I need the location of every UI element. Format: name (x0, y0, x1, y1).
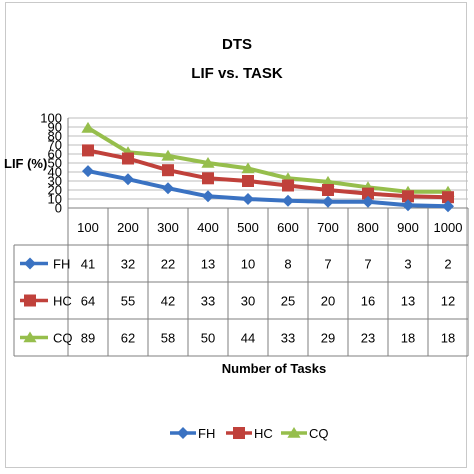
data-point-hc (322, 184, 334, 196)
data-point-fh (122, 173, 134, 186)
series-line-cq (86, 125, 450, 194)
y-axis-label: LIF (%) (4, 156, 47, 171)
table-cell-value: 30 (241, 294, 255, 309)
data-point-cq (161, 149, 175, 161)
table-cell-value: 22 (161, 257, 175, 272)
data-point-hc (162, 164, 174, 177)
x-axis-label: Number of Tasks (222, 361, 327, 376)
series-line-hc (86, 148, 450, 200)
y-tick-label: 40 (48, 165, 62, 180)
y-tick-label: 90 (48, 120, 62, 135)
table-cell-value: 20 (321, 294, 335, 309)
x-tick-label: 700 (317, 220, 339, 235)
table-cell-value: 7 (324, 257, 331, 272)
table-cell-value: 33 (201, 294, 215, 309)
data-point-cq (81, 121, 95, 133)
data-point-hc (202, 172, 214, 185)
table-cell-value: 23 (361, 331, 375, 346)
data-point-hc (402, 190, 414, 203)
data-point-fh (402, 199, 414, 212)
table-cell-value: 2 (444, 257, 451, 272)
table-cell-value: 41 (81, 257, 95, 272)
data-point-cq (241, 162, 255, 174)
table-cell-value: 13 (201, 257, 215, 272)
table-cell-value: 50 (201, 331, 215, 346)
table-key-marker-fh (24, 257, 36, 270)
x-tick-label: 300 (157, 220, 179, 235)
table-cell-value: 18 (441, 331, 455, 346)
data-point-fh (242, 193, 254, 205)
data-point-hc (82, 144, 94, 157)
data-point-fh (322, 195, 334, 208)
y-tick-label: 80 (48, 129, 62, 144)
table-cell-value: 3 (404, 257, 411, 272)
series-line-fh (86, 169, 450, 209)
table-cell-value: 25 (281, 294, 295, 309)
chart-title: DTS (222, 36, 252, 53)
data-point-hc (442, 191, 454, 204)
y-tick-label: 50 (48, 156, 62, 171)
data-point-fh (162, 182, 174, 195)
x-tick-label: 600 (277, 220, 299, 235)
y-tick-label: 0 (55, 201, 62, 216)
table-cell-value: 89 (81, 331, 95, 346)
data-point-fh (82, 165, 94, 178)
chart-frame (5, 2, 467, 468)
x-tick-label: 800 (357, 220, 379, 235)
data-point-cq (201, 157, 215, 168)
y-tick-label: 60 (48, 147, 62, 162)
table-cell-value: 32 (121, 257, 135, 272)
table-cell-value: 58 (161, 331, 175, 346)
table-cell-value: 16 (361, 294, 375, 309)
legend-label-cq: CQ (309, 426, 329, 441)
table-key-marker-cq (23, 331, 37, 343)
chart-subtitle: LIF vs. TASK (191, 65, 283, 82)
x-tick-label: 500 (237, 220, 259, 235)
data-point-fh (202, 190, 214, 203)
data-point-hc (362, 187, 374, 200)
data-point-fh (442, 200, 454, 213)
data-point-hc (282, 179, 294, 192)
data-point-fh (282, 194, 294, 207)
table-key-marker-hc (24, 294, 36, 307)
x-tick-label: 200 (117, 220, 139, 235)
y-tick-label: 100 (40, 111, 62, 126)
legend-label-hc: HC (254, 426, 273, 441)
y-tick-label: 20 (48, 183, 62, 198)
table-cell-value: 12 (441, 294, 455, 309)
table-cell-value: 42 (161, 294, 175, 309)
x-tick-label: 400 (197, 220, 219, 235)
data-point-hc (122, 152, 134, 165)
table-cell-value: 7 (364, 257, 371, 272)
table-cell-value: 29 (321, 331, 335, 346)
table-cell-value: 13 (401, 294, 415, 309)
table-cell-value: 44 (241, 331, 255, 346)
table-cell-value: 8 (284, 257, 291, 272)
data-point-fh (362, 195, 374, 208)
table-cell-value: 18 (401, 331, 415, 346)
data-point-hc (242, 175, 254, 187)
y-tick-label: 70 (48, 138, 62, 153)
table-series-label: CQ (53, 331, 73, 346)
table-series-label: HC (53, 294, 72, 309)
table-series-label: FH (53, 257, 70, 272)
y-tick-label: 10 (48, 192, 62, 207)
table-cell-value: 33 (281, 331, 295, 346)
x-tick-label: 1000 (434, 220, 463, 235)
table-cell-value: 55 (121, 294, 135, 309)
legend-marker-fh (177, 427, 189, 439)
x-tick-label: 100 (77, 220, 99, 235)
y-tick-label: 30 (48, 174, 62, 189)
legend-marker-hc (233, 427, 245, 439)
table-cell-value: 64 (81, 294, 95, 309)
table-cell-value: 10 (241, 257, 255, 272)
x-tick-label: 900 (397, 220, 419, 235)
legend-label-fh: FH (198, 426, 215, 441)
table-cell-value: 62 (121, 331, 135, 346)
legend-marker-cq (287, 427, 301, 438)
